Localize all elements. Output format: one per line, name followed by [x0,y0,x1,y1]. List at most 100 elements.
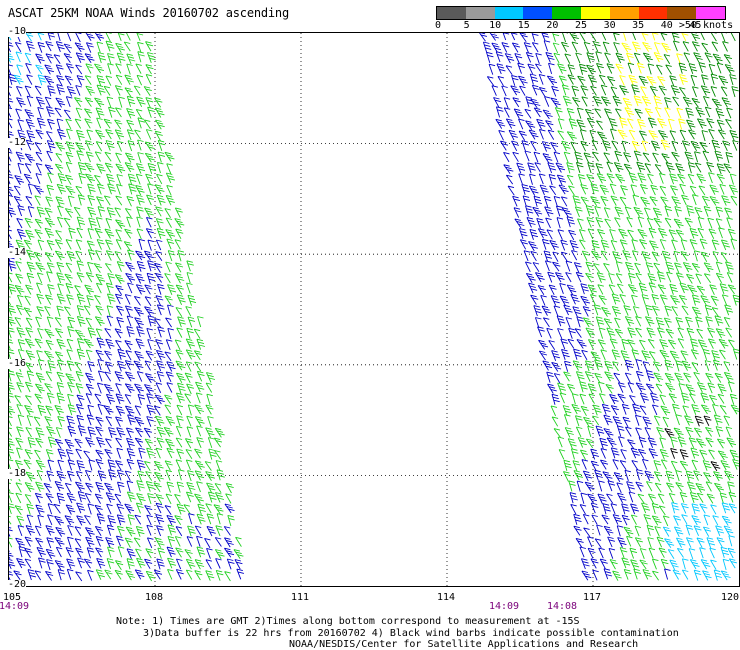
wind-barb [15,437,24,448]
wind-barb [14,317,22,328]
wind-barb [589,294,597,305]
wind-barb [608,284,616,295]
wind-barb [68,227,76,239]
wind-barb [105,416,113,427]
wind-barb [115,42,125,53]
wind-barb [659,294,668,305]
wind-barb [716,537,725,548]
wind-barb [550,405,558,417]
wind-barb [597,228,606,240]
wind-barb [689,559,700,570]
wind-barb [533,305,542,317]
wind-barb [580,196,589,207]
wind-barb [600,195,609,207]
wind-barb [677,436,687,448]
wind-barb [107,459,116,471]
wind-barb [9,283,17,295]
wind-barb [662,515,670,527]
wind-barb [44,252,54,263]
wind-barb [194,570,203,581]
wind-barb [126,448,136,460]
wind-barb [533,195,542,207]
wind-barb [9,427,13,437]
wind-barb [652,207,663,219]
wind-barb [674,262,682,274]
wind-barb [176,448,185,460]
wind-barb [46,392,55,404]
wind-barb [94,504,103,515]
wind-barb [65,63,74,74]
wind-barb [184,549,193,559]
wind-barb [633,95,643,107]
colorbar-label: 20 [546,20,559,31]
wind-barb [123,241,133,252]
wind-barb [65,141,75,153]
wind-barb [582,306,591,317]
wind-barb [134,383,144,394]
wind-barb [136,194,145,206]
wind-barb [15,273,24,284]
wind-barb [579,129,587,141]
wind-barb [95,547,104,558]
wind-barb [74,42,85,53]
wind-barb [135,427,144,438]
wind-barb [562,33,569,43]
wind-barb [47,85,56,97]
wind-barb [124,87,133,98]
wind-barb [144,505,153,516]
wind-barb [582,317,593,328]
wind-barb [35,96,46,108]
wind-barb [710,86,718,97]
wind-barb [193,350,203,361]
wind-barb [145,129,153,140]
wind-barb [27,183,35,195]
wind-barb [13,195,22,206]
wind-barb [34,393,43,404]
wind-barb [44,383,53,393]
wind-barb [686,481,696,493]
wind-barb [721,97,732,108]
map-plot-area[interactable] [8,32,740,587]
wind-barb [511,140,520,152]
wind-barb [84,284,95,295]
wind-barb [56,470,66,482]
wind-barb [616,283,624,294]
wind-barb [635,370,644,382]
wind-barb [88,459,96,471]
wind-barb [678,87,686,97]
wind-barb [696,173,706,184]
wind-barb [67,195,75,207]
wind-barb [166,382,173,393]
wind-barb [9,503,15,515]
wind-barb [85,393,93,404]
wind-barb [693,371,700,382]
wind-barb [503,164,514,174]
wind-barb [154,107,165,118]
wind-barb [591,239,600,252]
wind-barb [106,96,114,108]
wind-barb [155,251,163,261]
wind-barb [670,85,680,96]
wind-barb [541,305,552,316]
wind-barb [135,273,145,284]
wind-barb [711,350,720,361]
wind-barb [55,427,63,438]
wind-barb [634,525,642,537]
wind-barb [521,140,530,152]
wind-barb [642,152,650,163]
wind-barb [729,393,738,405]
wind-barb [53,54,61,65]
wind-barb [560,251,568,262]
wind-barb [75,383,84,394]
wind-barb [631,250,639,261]
wind-barb [214,483,222,493]
wind-barb [539,184,549,196]
colorbar-label: 45 [689,20,702,31]
wind-barb [15,239,25,251]
wind-barb [9,42,14,53]
wind-barb [730,195,738,206]
wind-barb [504,53,515,64]
wind-barb [685,470,695,482]
wind-barb [9,482,12,493]
wind-barb [557,436,565,448]
